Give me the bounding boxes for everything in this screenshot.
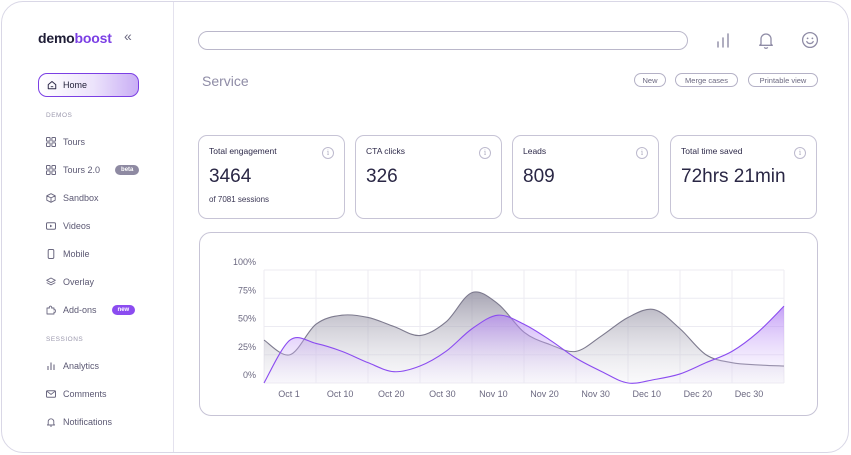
bell-icon (46, 418, 56, 427)
info-icon[interactable]: i (636, 147, 648, 159)
sidebar-item-label: Home (63, 80, 88, 90)
stat-title: Total engagement (209, 146, 277, 156)
stat-card-total-engagement: Total engagement i 3464 of 7081 sessions (198, 135, 345, 219)
stat-value: 809 (523, 166, 555, 187)
sidebar-item-label: Comments (63, 389, 107, 399)
sidebar-item-mobile[interactable]: Mobile (46, 247, 90, 261)
y-tick-label: 0% (243, 370, 256, 380)
sidebar-item-home[interactable]: Home (38, 73, 139, 97)
layers-icon (46, 277, 56, 286)
search-input[interactable] (198, 31, 688, 50)
y-tick-label: 25% (238, 342, 256, 352)
beta-badge: beta (115, 165, 140, 175)
sidebar-item-label: Tours (63, 137, 86, 147)
x-tick-label: Dec 30 (735, 389, 764, 399)
info-icon[interactable]: i (479, 147, 491, 159)
bell-icon[interactable] (757, 31, 775, 49)
mail-icon (46, 390, 56, 398)
mobile-icon (47, 249, 55, 259)
series-line-purple (263, 305, 785, 384)
x-tick-label: Oct 10 (327, 389, 354, 399)
x-tick-label: Dec 20 (684, 389, 713, 399)
demos-section-label: DEMOS (46, 112, 73, 119)
sidebar-item-label: Add-ons (63, 305, 97, 315)
sidebar-item-label: Notifications (63, 417, 113, 427)
series-area-purple (264, 306, 784, 384)
stat-value: 3464 (209, 166, 252, 187)
x-tick-label: Nov 10 (479, 389, 508, 399)
x-tick-label: Oct 30 (429, 389, 456, 399)
sidebar-item-label: Analytics (63, 361, 100, 371)
sidebar-item-overlay[interactable]: Overlay (46, 275, 94, 289)
engagement-chart-panel: 100% 75% 50% 25% 0% Oct 1 Oct 10 Oct 20 Oct 30 N… (199, 232, 818, 416)
sidebar-item-label: Overlay (63, 277, 95, 287)
sidebar-item-videos[interactable]: Videos (46, 219, 90, 233)
cube-icon (46, 193, 56, 203)
sidebar-item-label: Mobile (63, 249, 90, 259)
sidebar-item-comments[interactable]: Comments (46, 387, 107, 401)
y-tick-label: 50% (238, 314, 256, 324)
grid-icon (46, 165, 56, 175)
brand-logo: demoboost (38, 30, 112, 46)
y-tick-label: 100% (233, 257, 256, 267)
sidebar-item-notifications[interactable]: Notifications (46, 415, 112, 429)
sidebar-item-sandbox[interactable]: Sandbox (46, 191, 99, 205)
new-button[interactable]: New (634, 73, 666, 87)
video-icon (46, 222, 56, 230)
stat-value: 72hrs 21min (681, 166, 786, 187)
stat-card-total-time-saved: Total time saved i 72hrs 21min (670, 135, 817, 219)
puzzle-icon (46, 305, 56, 315)
stat-title: Leads (523, 146, 547, 156)
engagement-chart: 100% 75% 50% 25% 0% Oct 1 Oct 10 Oct 20 Oct 30 N… (233, 257, 785, 399)
sessions-section-label: SESSIONS (46, 336, 84, 343)
stat-card-cta-clicks: CTA clicks i 326 (355, 135, 502, 219)
stat-card-leads: Leads i 809 (512, 135, 659, 219)
sidebar-item-add-ons[interactable]: Add-ons new (46, 303, 136, 317)
info-icon[interactable]: i (794, 147, 806, 159)
page-title: Service (202, 73, 249, 89)
sidebar: demoboost « Home DEMOS Tours Tours 2.0 b… (2, 2, 174, 452)
sidebar-item-tours[interactable]: Tours (46, 135, 85, 149)
chart-series (263, 291, 785, 384)
x-axis: Oct 1 Oct 10 Oct 20 Oct 30 Nov 10 Nov 20 Nov 3… (278, 389, 763, 399)
x-tick-label: Nov 20 (530, 389, 559, 399)
stat-value: 326 (366, 166, 398, 187)
collapse-sidebar-button[interactable]: « (124, 28, 132, 44)
x-tick-label: Oct 20 (378, 389, 405, 399)
stat-title: Total time saved (681, 146, 743, 156)
info-icon[interactable]: i (322, 147, 334, 159)
y-tick-label: 75% (238, 285, 256, 295)
bar-chart-icon[interactable] (714, 31, 732, 49)
stat-title: CTA clicks (366, 146, 406, 156)
stat-subtext: of 7081 sessions (209, 195, 270, 204)
merge-cases-button[interactable]: Merge cases (675, 73, 738, 87)
smiley-icon[interactable] (801, 31, 819, 49)
sidebar-item-label: Tours 2.0 (63, 165, 101, 175)
printable-view-button[interactable]: Printable view (748, 73, 818, 87)
x-tick-label: Oct 1 (278, 389, 300, 399)
sidebar-item-analytics[interactable]: Analytics (46, 359, 99, 373)
sidebar-item-label: Videos (63, 221, 91, 231)
sidebar-item-tours-2[interactable]: Tours 2.0 beta (46, 163, 140, 177)
y-axis: 100% 75% 50% 25% 0% (233, 257, 256, 380)
x-tick-label: Nov 30 (581, 389, 610, 399)
new-badge: new (111, 305, 136, 315)
sidebar-item-label: Sandbox (63, 193, 99, 203)
bar-chart-icon (47, 362, 55, 370)
x-tick-label: Dec 10 (633, 389, 662, 399)
grid-icon (46, 137, 56, 147)
home-icon (47, 81, 57, 90)
